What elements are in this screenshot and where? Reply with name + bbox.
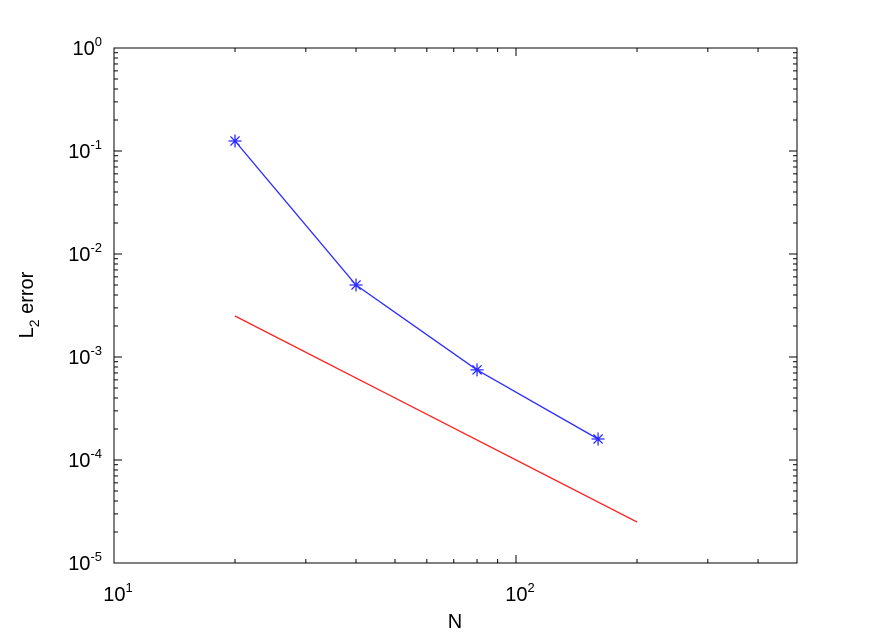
series-layer [228, 134, 638, 523]
y-axis-label: L2 error [16, 271, 42, 338]
y-tick-label: 10-2 [68, 240, 102, 266]
y-tick-label-base: 10 [73, 38, 95, 60]
series-1-line [234, 140, 599, 440]
y-axis-label-base: L [16, 327, 38, 338]
series-1-point [591, 432, 605, 446]
series-1-point [470, 363, 484, 377]
y-axis-label-subscript: 2 [26, 319, 42, 327]
series-2-line [234, 315, 638, 523]
x-tick-label: 101 [103, 580, 132, 606]
x-tick-label-base: 10 [505, 584, 527, 606]
y-tick-label-exponent: -1 [90, 137, 102, 152]
x-tick-label: 102 [505, 580, 534, 606]
y-tick-label-exponent: -2 [90, 240, 102, 255]
y-axis-label-rest: error [16, 271, 38, 319]
y-tick-label: 10-3 [68, 343, 102, 369]
y-tick-label-base: 10 [68, 347, 90, 369]
y-tick-label-base: 10 [68, 244, 90, 266]
y-tick-label-exponent: -5 [90, 549, 102, 564]
y-tick-label-exponent: -4 [90, 446, 102, 461]
x-axis-label: N [448, 611, 462, 633]
x-tick-label-exponent: 2 [528, 580, 535, 595]
plot-area [114, 48, 797, 563]
series-1-point [228, 134, 242, 148]
minor-ticks [114, 48, 797, 563]
y-tick-label: 10-4 [68, 446, 102, 472]
y-tick-label-exponent: 0 [95, 34, 102, 49]
x-tick-label-base: 10 [103, 584, 125, 606]
y-tick-label-exponent: -3 [90, 343, 102, 358]
y-tick-label-base: 10 [68, 553, 90, 575]
plot-frame [113, 47, 798, 564]
y-tick-label: 100 [73, 34, 102, 60]
series-1-point [349, 278, 363, 292]
y-tick-label: 10-5 [68, 549, 102, 575]
y-tick-label: 10-1 [68, 137, 102, 163]
y-tick-label-base: 10 [68, 450, 90, 472]
y-tick-label-base: 10 [68, 141, 90, 163]
x-tick-label-exponent: 1 [126, 580, 133, 595]
